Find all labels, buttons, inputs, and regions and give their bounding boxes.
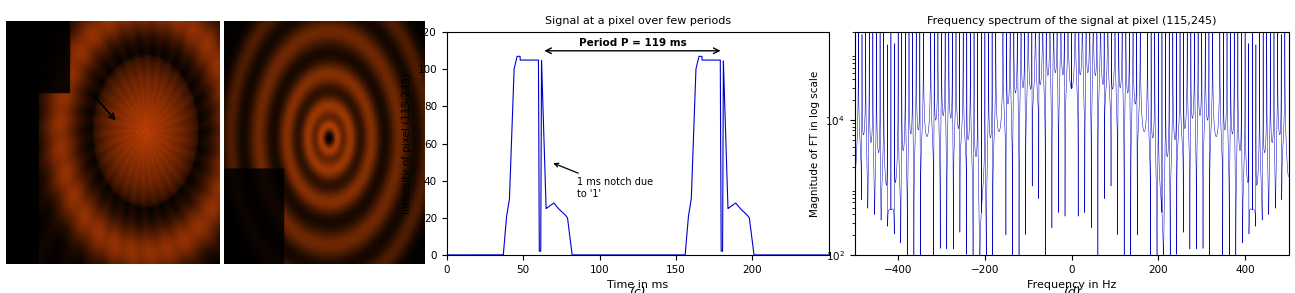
Y-axis label: Magnitude of FT in log scale: Magnitude of FT in log scale <box>809 70 820 217</box>
Text: (c): (c) <box>629 286 646 293</box>
Title: Frequency spectrum of the signal at pixel (115,245): Frequency spectrum of the signal at pixe… <box>927 16 1216 26</box>
X-axis label: Time in ms: Time in ms <box>607 280 668 290</box>
Title: Signal at a pixel over few periods: Signal at a pixel over few periods <box>545 16 730 26</box>
Y-axis label: Intensity of pixel (115,245): Intensity of pixel (115,245) <box>401 73 412 214</box>
X-axis label: Frequency in Hz: Frequency in Hz <box>1027 280 1116 290</box>
Text: Period P = 119 ms: Period P = 119 ms <box>579 38 686 48</box>
Text: 1 ms notch due
to '1': 1 ms notch due to '1' <box>554 163 653 199</box>
Text: (d): (d) <box>1063 286 1080 293</box>
